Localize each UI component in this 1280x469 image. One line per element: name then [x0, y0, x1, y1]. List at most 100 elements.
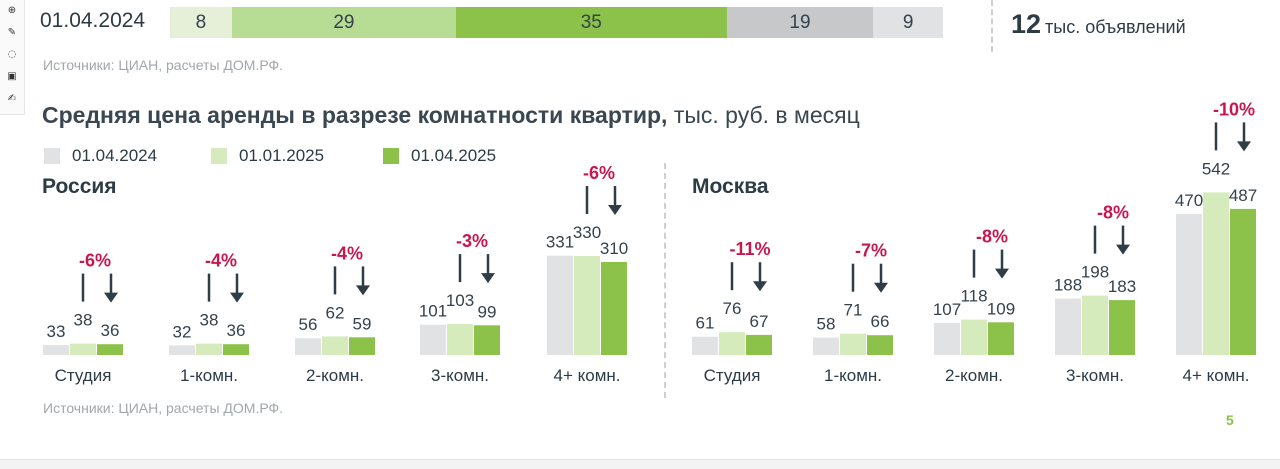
- change-label: -7%: [855, 241, 887, 261]
- data-label: 58: [817, 315, 836, 334]
- pen-icon[interactable]: ✎: [7, 26, 17, 38]
- change-label: -4%: [205, 251, 237, 271]
- bar: [295, 338, 321, 355]
- bar: [322, 336, 348, 355]
- arrow-down-icon: [995, 268, 1009, 279]
- legend-item-2024: 01.04.2024: [44, 146, 157, 166]
- category-label: 4+ комн.: [1183, 366, 1250, 385]
- legend-item-apr2025: 01.04.2025: [383, 146, 496, 166]
- bar: [813, 337, 839, 355]
- legend-label: 01.01.2025: [239, 146, 325, 165]
- share-segment: 19: [726, 7, 874, 38]
- category-label: 1-комн.: [180, 366, 238, 385]
- arrow-down-icon: [230, 292, 244, 303]
- bar: [349, 337, 375, 355]
- arrow-down-icon: [874, 282, 888, 293]
- top-bar-date: 01.04.2024: [40, 9, 146, 32]
- category-label: 3-комн.: [1066, 366, 1124, 385]
- data-label: 330: [573, 223, 601, 242]
- category-label: Студия: [55, 366, 112, 385]
- legend-swatch: [211, 148, 227, 164]
- bar: [961, 319, 987, 355]
- annotation-toolbar: ⊕ ✎ ◌ ▣ ✍: [0, 0, 25, 115]
- share-segment: 8: [170, 7, 232, 38]
- bar: [574, 256, 600, 355]
- bar: [223, 344, 249, 355]
- data-label: 542: [1202, 159, 1230, 178]
- data-label: 487: [1229, 186, 1257, 205]
- bar: [1176, 214, 1202, 355]
- change-label: -3%: [456, 231, 488, 251]
- data-label: 38: [74, 311, 93, 330]
- data-label: 67: [750, 312, 769, 331]
- window-bottom-edge: [0, 459, 1280, 469]
- lasso-icon[interactable]: ◌: [7, 48, 17, 60]
- chart-title: Средняя цена аренды в разрезе комнатност…: [42, 102, 860, 129]
- bar: [97, 344, 123, 355]
- total-listings: 12 тыс. объявлений: [1011, 9, 1186, 40]
- category-label: 2-комн.: [945, 366, 1003, 385]
- data-label: 331: [546, 233, 574, 252]
- bar: [692, 336, 718, 355]
- zoom-icon[interactable]: ⊕: [7, 4, 17, 16]
- change-label: -4%: [331, 243, 363, 263]
- legend-label: 01.04.2024: [72, 146, 158, 165]
- bar: [601, 262, 627, 355]
- share-segment: 29: [231, 7, 456, 38]
- arrow-down-icon: [481, 273, 495, 284]
- legend-label: 01.04.2025: [411, 146, 497, 165]
- share-segment: 35: [455, 7, 727, 38]
- share-bar: 8 29 35 19 9: [170, 7, 943, 38]
- panel-divider: [664, 163, 666, 398]
- data-label: 71: [844, 301, 863, 320]
- data-label: 183: [1108, 277, 1136, 296]
- data-label: 107: [933, 300, 961, 319]
- category-label: 1-комн.: [824, 366, 882, 385]
- data-label: 99: [478, 302, 497, 321]
- bar: [196, 343, 222, 355]
- data-label: 198: [1081, 263, 1109, 282]
- bar: [934, 322, 960, 355]
- chart-title-bold: Средняя цена аренды в разрезе комнатност…: [42, 102, 668, 128]
- share-segment: 9: [873, 7, 943, 38]
- change-label: -6%: [583, 163, 615, 183]
- bar: [1055, 298, 1081, 355]
- data-label: 109: [987, 299, 1015, 318]
- legend-swatch: [383, 148, 399, 164]
- bar: [447, 324, 473, 355]
- category-label: 2-комн.: [306, 366, 364, 385]
- page-number: 5: [1226, 412, 1234, 428]
- bar: [1203, 192, 1229, 355]
- bar: [547, 255, 573, 355]
- source-note-top: Источники: ЦИАН, расчеты ДОМ.РФ.: [43, 57, 284, 73]
- divider-top: [991, 0, 993, 52]
- data-label: 56: [299, 315, 318, 334]
- total-label: тыс. объявлений: [1045, 17, 1186, 37]
- change-label: -11%: [729, 239, 770, 259]
- change-label: -8%: [976, 227, 1008, 247]
- data-label: 66: [871, 312, 890, 331]
- bar: [420, 324, 446, 355]
- bar: [169, 345, 195, 355]
- bar: [70, 343, 96, 355]
- arrow-down-icon: [608, 205, 622, 215]
- bar: [1230, 208, 1256, 355]
- bar: [840, 333, 866, 355]
- category-label: 3-комн.: [431, 366, 489, 385]
- total-value: 12: [1011, 9, 1042, 39]
- chart-title-unit: тыс. руб. в месяц: [667, 102, 860, 128]
- data-label: 36: [227, 321, 246, 340]
- data-label: 76: [723, 299, 742, 318]
- highlighter-icon[interactable]: ✍: [7, 92, 17, 104]
- bar: [474, 325, 500, 355]
- data-label: 470: [1175, 191, 1203, 210]
- source-note-bottom: Источники: ЦИАН, расчеты ДОМ.РФ.: [43, 400, 284, 416]
- data-label: 32: [173, 322, 192, 341]
- text-box-icon[interactable]: ▣: [7, 70, 17, 82]
- bar: [1109, 300, 1135, 355]
- data-label: 188: [1054, 276, 1082, 295]
- data-label: 310: [600, 239, 628, 258]
- data-label: 62: [326, 303, 345, 322]
